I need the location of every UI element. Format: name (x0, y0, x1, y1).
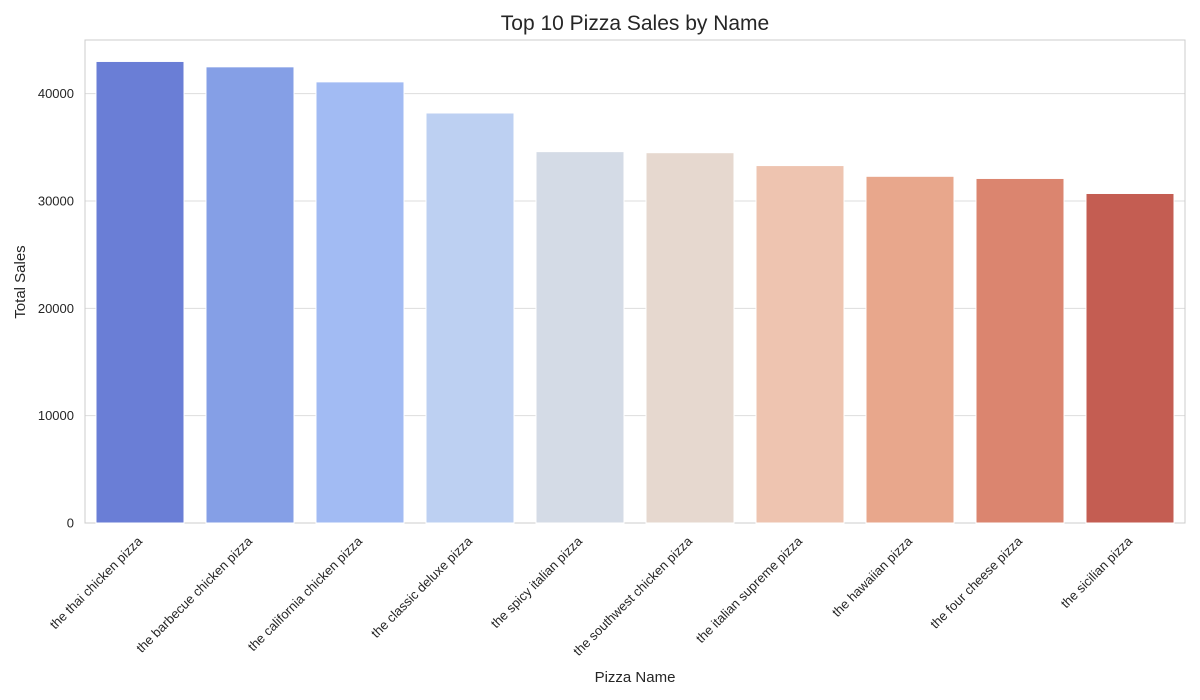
x-tick-label: the sicilian pizza (1058, 533, 1136, 611)
x-tick-label: the california chicken pizza (245, 533, 366, 654)
x-tick-label: the spicy italian pizza (488, 533, 586, 631)
x-tick-label: the barbecue chicken pizza (133, 533, 256, 656)
y-tick-label: 0 (67, 516, 74, 531)
x-tick-label: the four cheese pizza (927, 533, 1026, 632)
chart-title: Top 10 Pizza Sales by Name (501, 12, 769, 35)
x-tick-label: the thai chicken pizza (47, 533, 146, 632)
bar (755, 165, 845, 524)
bar (535, 151, 625, 524)
y-tick-label: 40000 (38, 86, 74, 101)
y-tick-label: 20000 (38, 301, 74, 316)
x-tick-label: the hawaiian pizza (829, 533, 916, 620)
x-tick-label: the italian supreme pizza (693, 533, 806, 646)
y-tick-label: 30000 (38, 194, 74, 209)
x-tick-label: the classic deluxe pizza (368, 533, 476, 641)
x-tick-label: the southwest chicken pizza (570, 533, 696, 659)
bars (95, 60, 1175, 524)
plot-frame (84, 39, 1186, 524)
y-tick-label: 10000 (38, 408, 74, 423)
bar (315, 81, 405, 524)
bar (645, 152, 735, 524)
bar (1085, 192, 1175, 524)
y-axis-label: Total Sales (12, 245, 29, 318)
bar (95, 60, 185, 524)
y-tick-labels: 0 10000 20000 30000 40000 (38, 86, 74, 530)
bar (975, 177, 1065, 524)
bar (205, 66, 295, 524)
bar (865, 175, 955, 524)
bar (425, 112, 515, 524)
x-axis-label: Pizza Name (595, 669, 676, 686)
